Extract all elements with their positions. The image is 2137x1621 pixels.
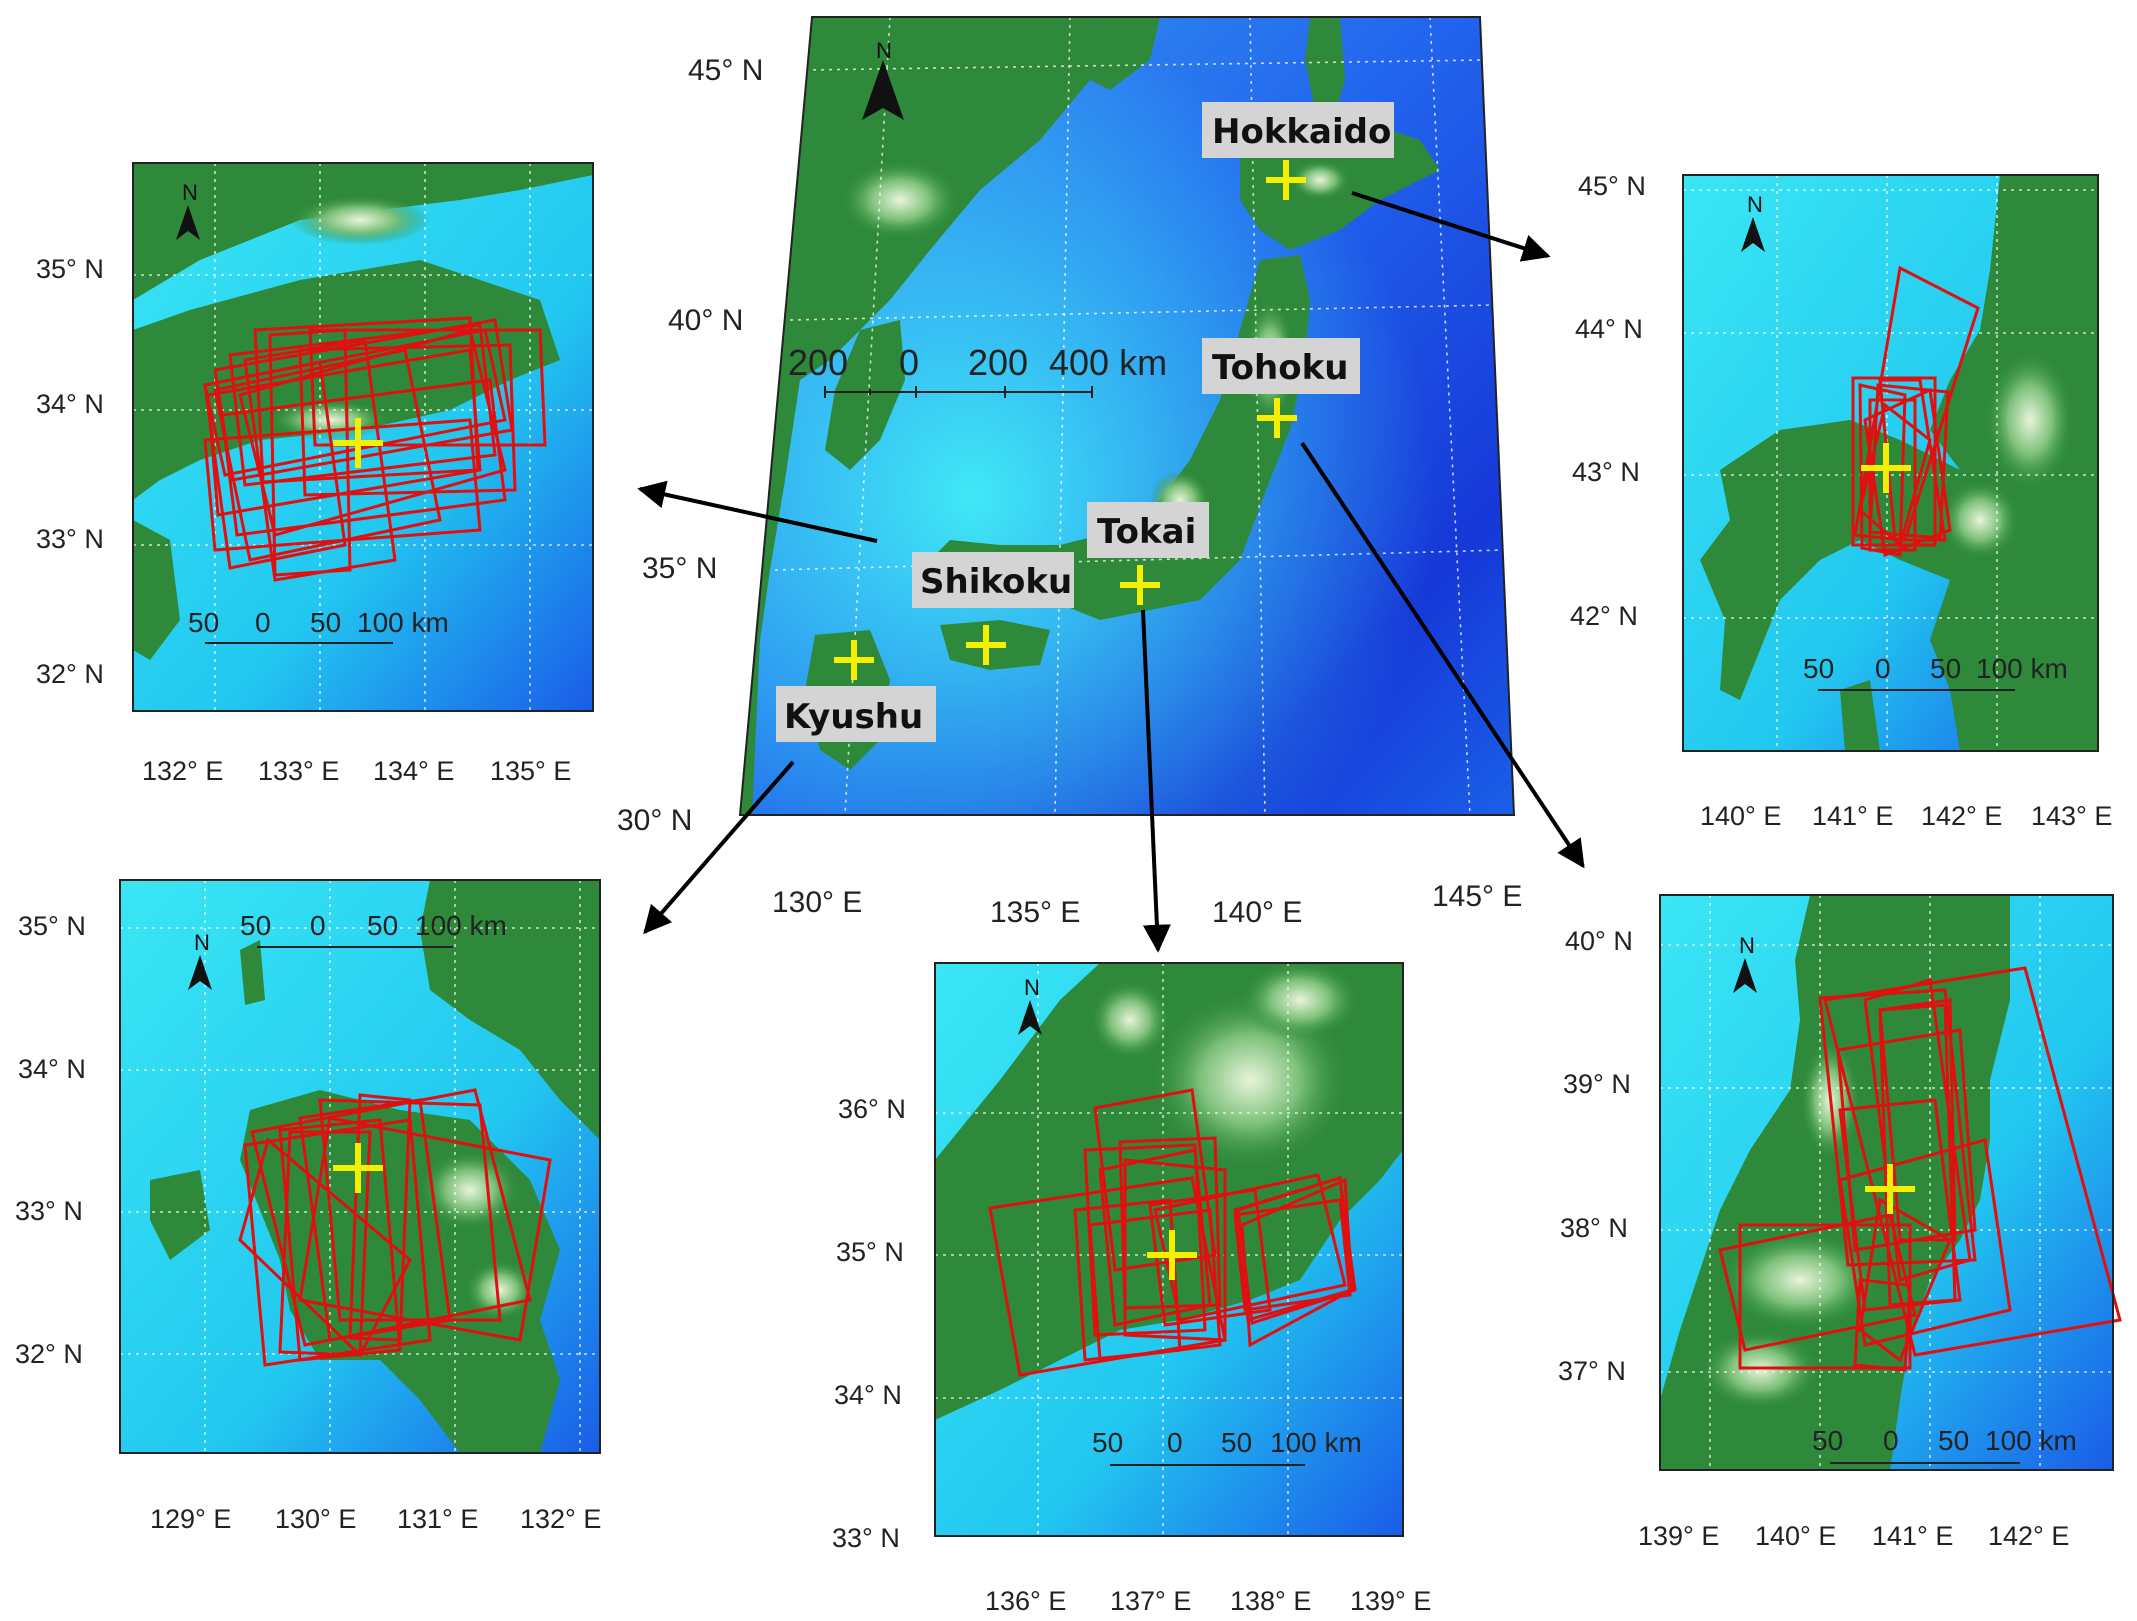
svg-text:400 km: 400 km — [1049, 342, 1167, 383]
svg-text:Tohoku: Tohoku — [1212, 348, 1348, 388]
svg-text:50: 50 — [240, 910, 271, 941]
svg-text:35° N: 35° N — [18, 911, 86, 941]
svg-text:32° N: 32° N — [15, 1339, 83, 1369]
svg-text:137° E: 137° E — [1110, 1586, 1191, 1616]
svg-text:N: N — [182, 180, 198, 205]
svg-text:44° N: 44° N — [1575, 314, 1643, 344]
svg-text:138° E: 138° E — [1230, 1586, 1311, 1616]
svg-text:45° N: 45° N — [1578, 171, 1646, 201]
svg-text:Tokai: Tokai — [1097, 512, 1196, 552]
main-lon-labels: 130° E 135° E 140° E 145° E — [772, 880, 1522, 929]
svg-text:100 km: 100 km — [357, 607, 449, 638]
svg-text:Kyushu: Kyushu — [784, 697, 923, 737]
svg-text:136° E: 136° E — [985, 1586, 1066, 1616]
svg-text:45° N: 45° N — [688, 54, 763, 87]
svg-text:145° E: 145° E — [1432, 880, 1522, 913]
svg-text:100 km: 100 km — [415, 910, 507, 941]
svg-text:N: N — [1739, 933, 1755, 958]
svg-text:50: 50 — [310, 607, 341, 638]
svg-text:0: 0 — [1883, 1425, 1899, 1456]
svg-text:N: N — [194, 930, 210, 955]
main-lat-labels: 45° N 40° N 35° N 30° N — [617, 54, 763, 837]
svg-text:35° N: 35° N — [836, 1237, 904, 1267]
svg-text:50: 50 — [1092, 1427, 1123, 1458]
svg-text:39° N: 39° N — [1563, 1069, 1631, 1099]
svg-text:129° E: 129° E — [150, 1504, 231, 1534]
svg-text:50: 50 — [1221, 1427, 1252, 1458]
inset-shikoku: N 50 0 50 100 km 35° N 34° N 33° N 32° N… — [36, 163, 593, 786]
svg-text:33° N: 33° N — [36, 524, 104, 554]
svg-text:35° N: 35° N — [642, 552, 717, 585]
svg-text:131° E: 131° E — [397, 1504, 478, 1534]
svg-text:200: 200 — [788, 342, 848, 383]
svg-text:134° E: 134° E — [373, 756, 454, 786]
svg-text:140° E: 140° E — [1700, 801, 1781, 831]
svg-text:135° E: 135° E — [490, 756, 571, 786]
svg-text:33° N: 33° N — [15, 1196, 83, 1226]
svg-text:0: 0 — [310, 910, 326, 941]
svg-text:33° N: 33° N — [832, 1523, 900, 1553]
svg-text:100 km: 100 km — [1976, 653, 2068, 684]
svg-text:130° E: 130° E — [772, 886, 862, 919]
svg-text:142° E: 142° E — [1921, 801, 2002, 831]
svg-text:200: 200 — [968, 342, 1028, 383]
inset-kyushu: N 50 0 50 100 km 35° N 34° N 33° N 32° N… — [15, 880, 601, 1534]
svg-text:36° N: 36° N — [838, 1094, 906, 1124]
svg-text:34° N: 34° N — [834, 1380, 902, 1410]
inset-hokkaido: N 50 0 50 100 km 45° N 44° N 43° N 42° N… — [1570, 171, 2112, 831]
svg-text:Hokkaido: Hokkaido — [1212, 112, 1391, 152]
svg-text:139° E: 139° E — [1350, 1586, 1431, 1616]
inset-tokai: N 50 0 50 100 km 36° N 35° N 34° N 33° N… — [832, 960, 1431, 1616]
svg-text:0: 0 — [1875, 653, 1891, 684]
svg-text:133° E: 133° E — [258, 756, 339, 786]
svg-text:50: 50 — [367, 910, 398, 941]
svg-text:0: 0 — [255, 607, 271, 638]
main-map: N 200 0 200 400 km 45° N 40° N 35° N 30°… — [617, 17, 1522, 929]
inset-tohoku: N 50 0 50 100 km 40° N 39° N 38° N 37° N… — [1558, 895, 2120, 1551]
svg-text:142° E: 142° E — [1988, 1521, 2069, 1551]
svg-text:130° E: 130° E — [275, 1504, 356, 1534]
svg-text:N: N — [1024, 975, 1040, 1000]
svg-text:132° E: 132° E — [142, 756, 223, 786]
svg-text:0: 0 — [899, 342, 919, 383]
svg-text:50: 50 — [1938, 1425, 1969, 1456]
svg-text:50: 50 — [188, 607, 219, 638]
svg-text:N: N — [876, 38, 892, 63]
svg-text:140° E: 140° E — [1212, 896, 1302, 929]
svg-text:40° N: 40° N — [668, 304, 743, 337]
svg-text:0: 0 — [1167, 1427, 1183, 1458]
svg-text:34° N: 34° N — [36, 389, 104, 419]
svg-text:50: 50 — [1812, 1425, 1843, 1456]
svg-text:143° E: 143° E — [2031, 801, 2112, 831]
svg-text:37° N: 37° N — [1558, 1356, 1626, 1386]
svg-text:141° E: 141° E — [1812, 801, 1893, 831]
svg-text:100 km: 100 km — [1270, 1427, 1362, 1458]
svg-text:140° E: 140° E — [1755, 1521, 1836, 1551]
svg-text:141° E: 141° E — [1872, 1521, 1953, 1551]
svg-text:35° N: 35° N — [36, 254, 104, 284]
svg-text:50: 50 — [1930, 653, 1961, 684]
svg-text:100 km: 100 km — [1985, 1425, 2077, 1456]
svg-text:42° N: 42° N — [1570, 601, 1638, 631]
svg-text:32° N: 32° N — [36, 659, 104, 689]
svg-text:135° E: 135° E — [990, 896, 1080, 929]
svg-text:30° N: 30° N — [617, 804, 692, 837]
svg-text:38° N: 38° N — [1560, 1213, 1628, 1243]
svg-text:132° E: 132° E — [520, 1504, 601, 1534]
svg-text:34° N: 34° N — [18, 1054, 86, 1084]
svg-text:43° N: 43° N — [1572, 457, 1640, 487]
svg-text:139° E: 139° E — [1638, 1521, 1719, 1551]
svg-text:Shikoku: Shikoku — [920, 562, 1072, 602]
svg-text:40° N: 40° N — [1565, 926, 1633, 956]
svg-text:N: N — [1747, 192, 1763, 217]
svg-text:50: 50 — [1803, 653, 1834, 684]
